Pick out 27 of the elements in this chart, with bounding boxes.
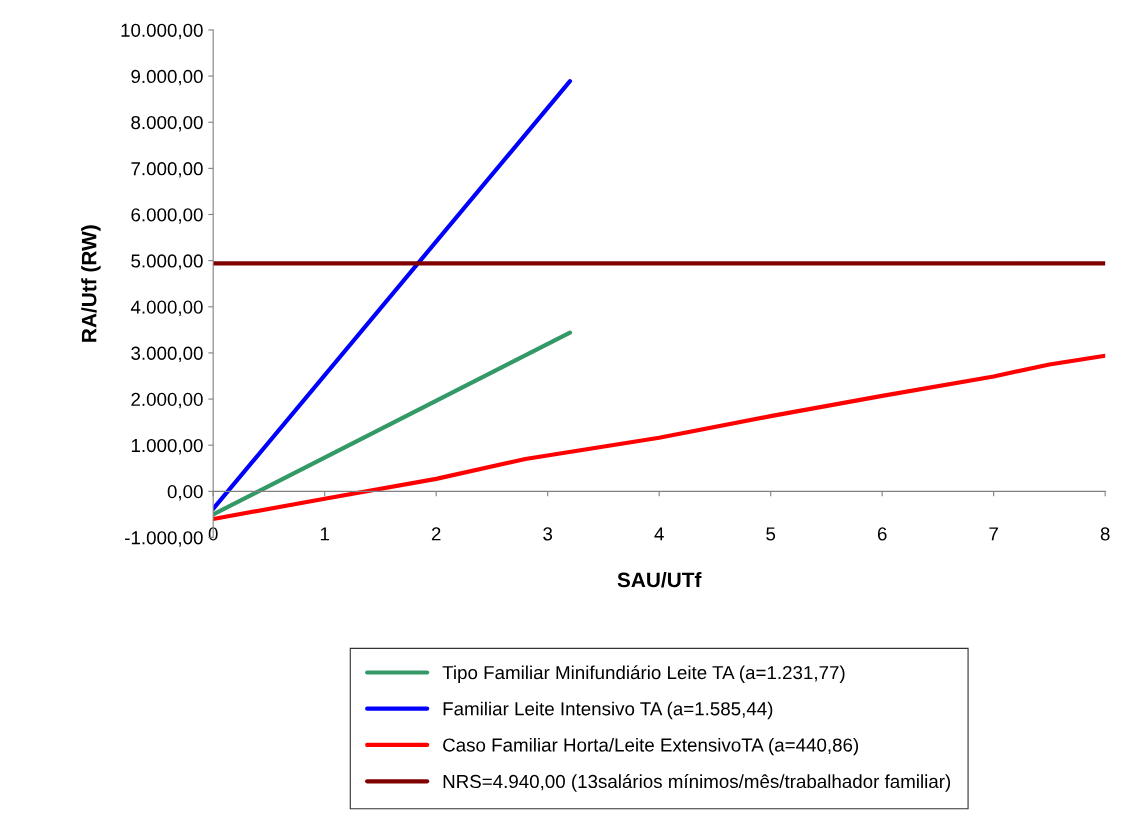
legend-label: Caso Familiar Horta/Leite ExtensivoTA (a=440,86) xyxy=(443,737,859,756)
y-tick-label: 8.000,00 xyxy=(131,115,203,132)
legend-label: NRS=4.940,00 (13salários mínimos/mês/trabalhador familiar) xyxy=(443,774,951,792)
y-tick-label: 6.000,00 xyxy=(131,208,203,224)
y-tick-label: 7.000,00 xyxy=(131,162,203,178)
x-tick-label: 5 xyxy=(766,527,776,541)
y-tick-label: 5.000,00 xyxy=(131,254,203,270)
y-axis-title: RA/Utf (RW) xyxy=(81,225,101,342)
y-tick-label: 1.000,00 xyxy=(131,438,203,455)
y-tick-label: 4.000,00 xyxy=(130,300,203,316)
y-tick-label: 9.000,00 xyxy=(131,69,203,86)
y-tick-label: 10.000,00 xyxy=(121,23,203,40)
y-tick-label: 2.000,00 xyxy=(131,392,203,409)
x-tick-label: 7 xyxy=(989,527,998,541)
x-tick-label: 1 xyxy=(320,527,329,541)
y-tick-label: 0,00 xyxy=(167,485,203,501)
x-tick-label: 6 xyxy=(877,527,887,541)
x-tick-label: 3 xyxy=(543,527,553,541)
y-tick-label: -1.000,00 xyxy=(125,531,203,547)
legend-label: Tipo Familiar Minifundiário Leite TA (a=1.231,77) xyxy=(442,665,845,683)
x-tick-label: 2 xyxy=(431,527,441,541)
y-tick-label: 3.000,00 xyxy=(131,346,203,363)
x-tick-label: 0 xyxy=(208,527,218,541)
x-axis-title: SAU/UTf xyxy=(617,572,702,588)
legend-label: Familiar Leite Intensivo TA (a=1.585,44) xyxy=(443,701,773,720)
x-tick-label: 4 xyxy=(654,527,664,541)
x-tick-label: 8 xyxy=(1100,527,1110,541)
